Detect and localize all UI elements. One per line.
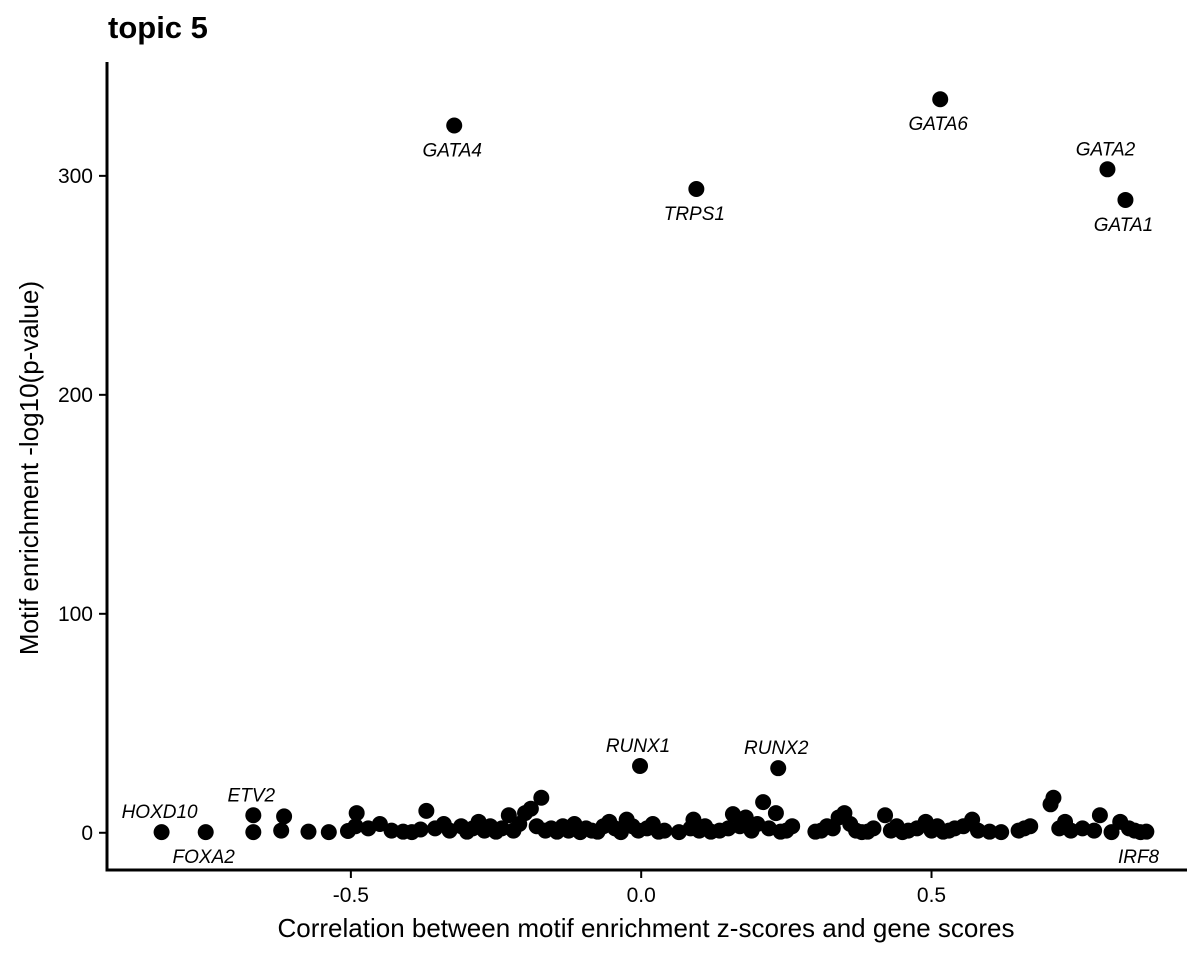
labeled-data-point xyxy=(1132,824,1149,841)
data-point xyxy=(737,809,754,826)
point-label: RUNX1 xyxy=(606,736,670,757)
labeled-data-point xyxy=(446,117,463,134)
point-label: HOXD10 xyxy=(122,802,198,823)
data-point xyxy=(371,816,388,833)
labeled-data-point xyxy=(1099,161,1116,178)
labeled-data-point xyxy=(632,757,649,774)
labeled-data-point xyxy=(932,91,949,108)
data-point xyxy=(656,822,673,839)
data-point xyxy=(276,808,293,825)
data-point xyxy=(877,807,894,824)
data-point xyxy=(767,805,784,822)
data-points xyxy=(153,91,1155,841)
data-point xyxy=(981,823,998,840)
point-label: GATA2 xyxy=(1076,139,1136,160)
y-tick-label: 300 xyxy=(58,165,93,188)
data-point xyxy=(522,800,539,817)
labeled-data-point xyxy=(153,824,170,841)
data-point xyxy=(969,822,986,839)
point-label: GATA4 xyxy=(422,141,481,162)
data-point xyxy=(865,820,882,837)
point-label: TRPS1 xyxy=(664,204,725,225)
y-tick-label: 0 xyxy=(81,822,93,845)
x-tick-label: 0.0 xyxy=(627,884,656,907)
data-point xyxy=(1022,818,1039,835)
data-point xyxy=(348,805,365,822)
data-point xyxy=(418,802,435,819)
point-label: GATA6 xyxy=(908,114,968,135)
data-point xyxy=(347,818,364,835)
data-point xyxy=(383,822,400,839)
axis-ticks: -0.5 0.0 0.5 0 100 200 300 xyxy=(58,165,946,907)
labeled-data-point xyxy=(1117,191,1134,208)
data-point xyxy=(724,806,741,823)
y-axis-title: Motif enrichment -log10(p-value) xyxy=(14,281,44,655)
labeled-data-point xyxy=(197,824,214,841)
data-point xyxy=(320,824,337,841)
x-tick-label: 0.5 xyxy=(917,884,946,907)
y-tick-label: 200 xyxy=(58,384,93,407)
x-tick-label: -0.5 xyxy=(333,884,369,907)
labeled-data-point xyxy=(245,807,262,824)
data-point xyxy=(1091,807,1108,824)
y-tick-label: 100 xyxy=(58,603,93,626)
data-point xyxy=(755,794,772,811)
data-point xyxy=(1086,822,1103,839)
data-point xyxy=(412,821,429,838)
chart-title: topic 5 xyxy=(108,10,208,45)
point-label: IRF8 xyxy=(1118,847,1160,868)
data-point xyxy=(993,824,1010,841)
data-point xyxy=(273,822,290,839)
data-point xyxy=(500,807,517,824)
x-axis-title: Correlation between motif enrichment z-s… xyxy=(277,913,1014,943)
point-labels: GATA6 GATA4 GATA2 TRPS1 GATA1 RUNX1 RUNX2 ETV2 H… xyxy=(122,114,1160,868)
labeled-data-point xyxy=(770,760,787,777)
data-point xyxy=(1045,789,1062,806)
point-label: RUNX2 xyxy=(744,738,809,759)
data-point xyxy=(533,789,550,806)
point-label: GATA1 xyxy=(1094,215,1153,236)
labeled-data-point xyxy=(688,181,705,198)
data-point xyxy=(245,824,262,841)
point-label: ETV2 xyxy=(228,785,276,806)
data-point xyxy=(300,823,317,840)
data-point xyxy=(784,818,801,835)
point-label: FOXA2 xyxy=(173,847,236,868)
